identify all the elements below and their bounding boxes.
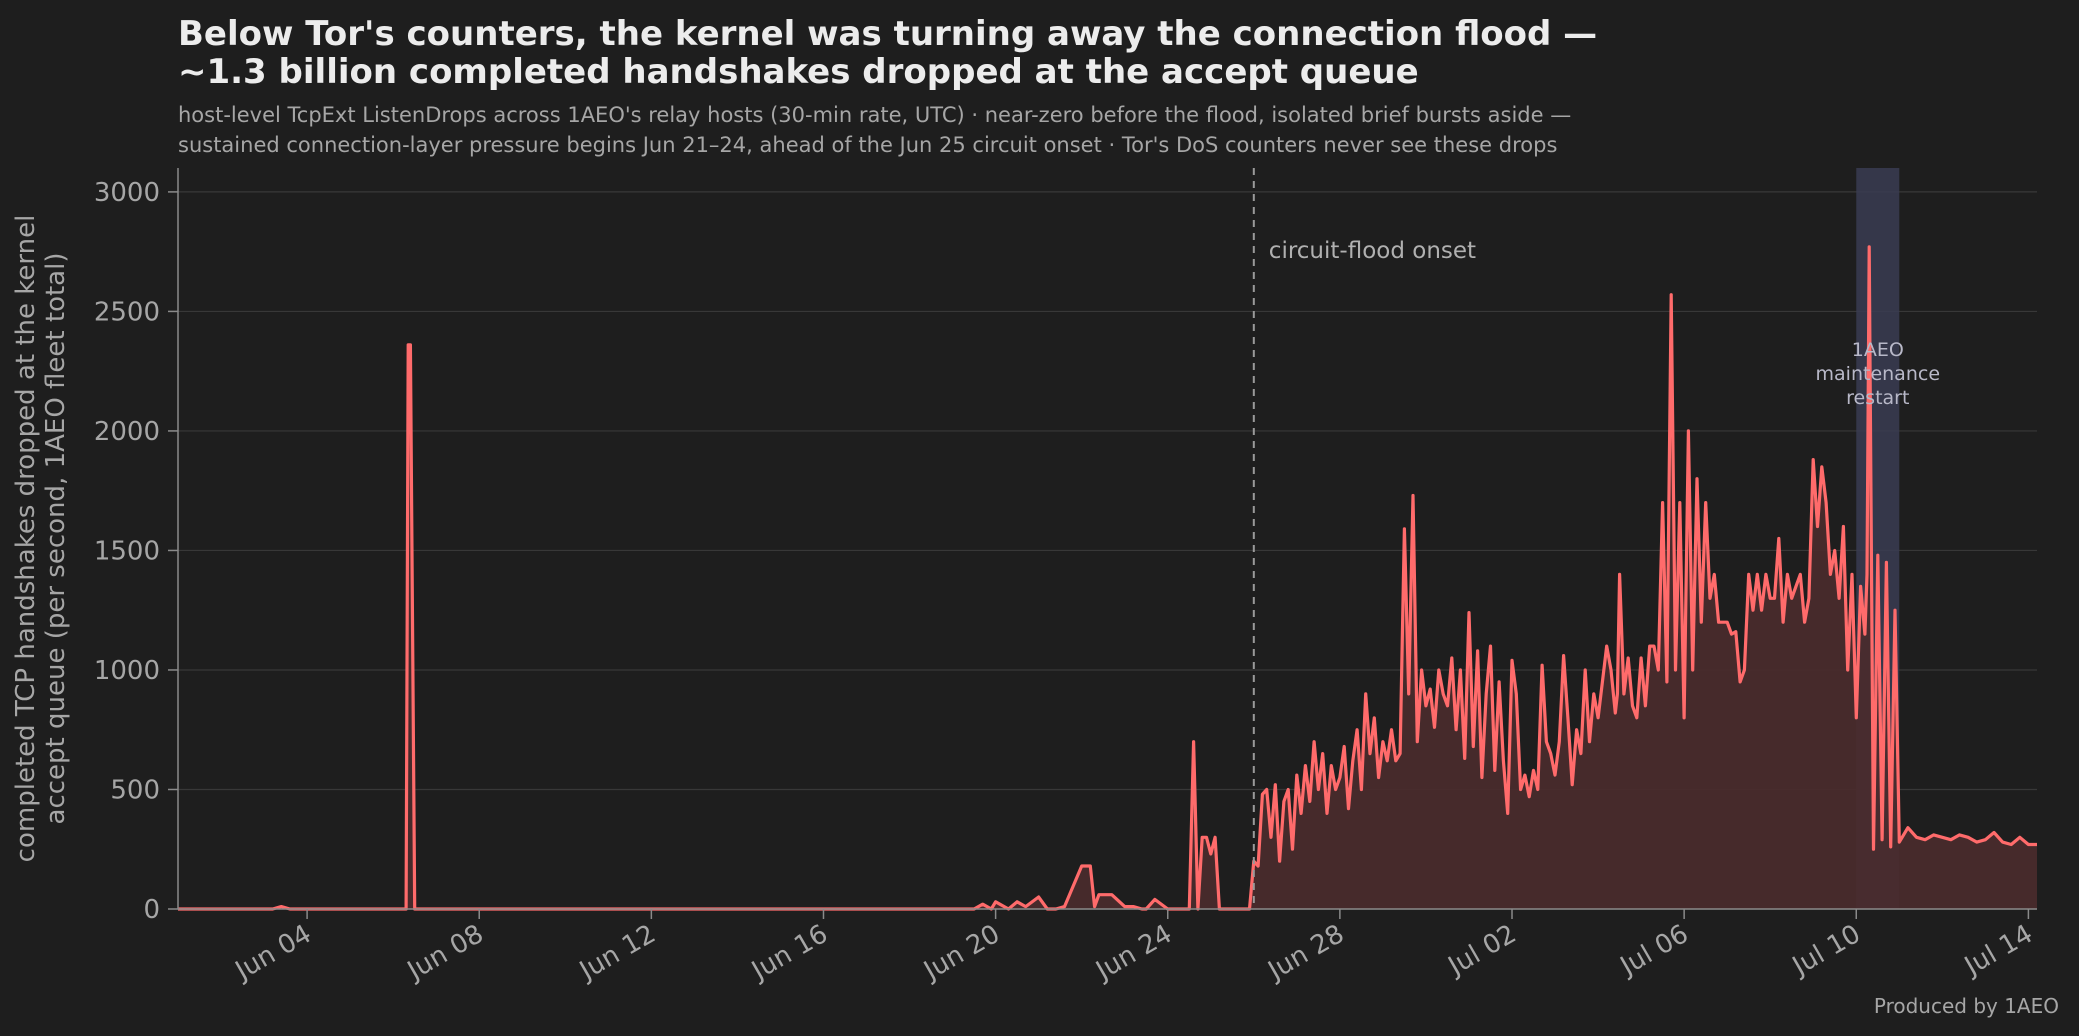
chart-subtitle-line-2: sustained connection-layer pressure begi… <box>178 133 1558 157</box>
y-tick-label: 3000 <box>94 178 160 208</box>
chart-title-line-1: Below Tor's counters, the kernel was tur… <box>178 14 1598 54</box>
y-tick-label: 2000 <box>94 417 160 447</box>
x-tick-label: Jul 10 <box>1786 919 1866 982</box>
x-tick-label: Jun 28 <box>1262 919 1350 987</box>
onset-label: circuit-flood onset <box>1269 238 1476 264</box>
x-tick-label: Jul 06 <box>1614 919 1694 982</box>
y-tick-label: 500 <box>110 775 160 805</box>
annotation-layer: circuit-flood onset 1AEOmaintenancerestar… <box>1252 168 1940 909</box>
x-tick-label: Jun 20 <box>917 919 1005 987</box>
x-tick-label: Jul 02 <box>1442 919 1522 982</box>
drops-area-fill <box>178 246 2037 909</box>
chart-subtitle-line-1: host-level TcpExt ListenDrops across 1AE… <box>178 103 1572 127</box>
y-axis-label: accept queue (per second, 1AEO fleet tot… <box>41 253 71 825</box>
y-axis-label: completed TCP handshakes dropped at the … <box>11 215 41 863</box>
drops-series-line <box>178 245 2037 911</box>
y-tick-label: 2500 <box>94 297 160 327</box>
x-tick-label: Jun 16 <box>745 919 833 987</box>
y-tick-label: 0 <box>143 895 160 925</box>
x-tick-label: Jun 04 <box>229 919 317 987</box>
x-tick-label: Jun 12 <box>573 919 661 987</box>
x-tick-label: Jul 14 <box>1958 919 2038 982</box>
y-tick-label: 1000 <box>94 656 160 686</box>
maintenance-label: restart <box>1846 387 1909 409</box>
chart-title-line-2: ~1.3 billion completed handshakes droppe… <box>178 52 1419 92</box>
x-tick-label: Jun 08 <box>401 919 489 987</box>
x-tick-label: Jun 24 <box>1090 919 1178 987</box>
data-layer <box>178 245 2037 911</box>
credit-text: Produced by 1AEO <box>1873 994 2059 1018</box>
maintenance-label: 1AEO <box>1852 339 1904 361</box>
y-tick-label: 1500 <box>94 536 160 566</box>
maintenance-label: maintenance <box>1816 363 1940 385</box>
